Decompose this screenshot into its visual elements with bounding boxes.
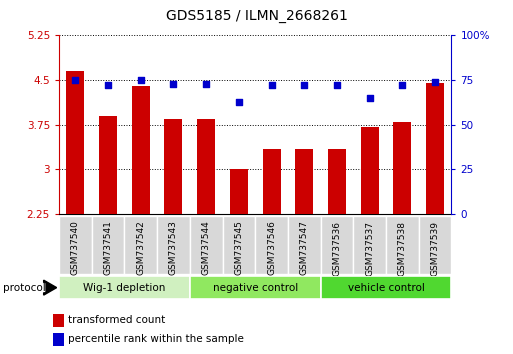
Text: Wig-1 depletion: Wig-1 depletion — [83, 282, 166, 293]
Point — [366, 95, 374, 101]
Bar — [321, 276, 451, 299]
Bar — [426, 83, 444, 214]
Point — [267, 82, 275, 88]
Bar — [295, 149, 313, 214]
Bar — [255, 216, 288, 274]
Text: GSM737543: GSM737543 — [169, 221, 178, 275]
Bar — [288, 216, 321, 274]
Text: GDS5185 / ILMN_2668261: GDS5185 / ILMN_2668261 — [166, 9, 347, 23]
Bar — [197, 119, 215, 214]
Point — [398, 82, 406, 88]
Text: protocol: protocol — [3, 282, 45, 293]
Point — [333, 82, 341, 88]
Bar — [165, 119, 183, 214]
Text: negative control: negative control — [212, 282, 298, 293]
Text: GSM737542: GSM737542 — [136, 221, 145, 275]
Text: percentile rank within the sample: percentile rank within the sample — [68, 335, 244, 344]
Bar — [263, 149, 281, 214]
Point — [300, 82, 308, 88]
Text: GSM737538: GSM737538 — [398, 221, 407, 276]
Bar — [393, 122, 411, 214]
Text: GSM737545: GSM737545 — [234, 221, 243, 275]
Bar — [361, 127, 379, 214]
Bar — [190, 276, 321, 299]
Bar — [59, 216, 92, 274]
Bar — [53, 314, 64, 327]
Bar — [157, 216, 190, 274]
Text: GSM737537: GSM737537 — [365, 221, 374, 276]
Text: vehicle control: vehicle control — [348, 282, 424, 293]
Point — [71, 77, 80, 83]
Text: GSM737547: GSM737547 — [300, 221, 309, 275]
Bar — [124, 216, 157, 274]
Bar — [386, 216, 419, 274]
Bar — [59, 276, 190, 299]
Text: GSM737544: GSM737544 — [202, 221, 211, 275]
Point — [202, 81, 210, 86]
Point — [136, 77, 145, 83]
Bar — [230, 170, 248, 214]
Text: transformed count: transformed count — [68, 315, 165, 325]
Bar — [321, 216, 353, 274]
FancyArrow shape — [44, 280, 56, 295]
Bar — [190, 216, 223, 274]
Point — [431, 79, 439, 85]
Bar — [53, 333, 64, 346]
Bar — [99, 116, 117, 214]
Text: GSM737536: GSM737536 — [332, 221, 342, 276]
Bar — [66, 71, 84, 214]
Text: GSM737541: GSM737541 — [104, 221, 112, 275]
Text: GSM737546: GSM737546 — [267, 221, 276, 275]
Point — [169, 81, 177, 86]
Point — [104, 82, 112, 88]
Bar — [223, 216, 255, 274]
Bar — [419, 216, 451, 274]
Text: GSM737540: GSM737540 — [71, 221, 80, 275]
Text: GSM737539: GSM737539 — [430, 221, 440, 276]
Point — [235, 99, 243, 104]
Bar — [92, 216, 125, 274]
Bar — [132, 86, 150, 214]
Bar — [328, 149, 346, 214]
Bar — [353, 216, 386, 274]
